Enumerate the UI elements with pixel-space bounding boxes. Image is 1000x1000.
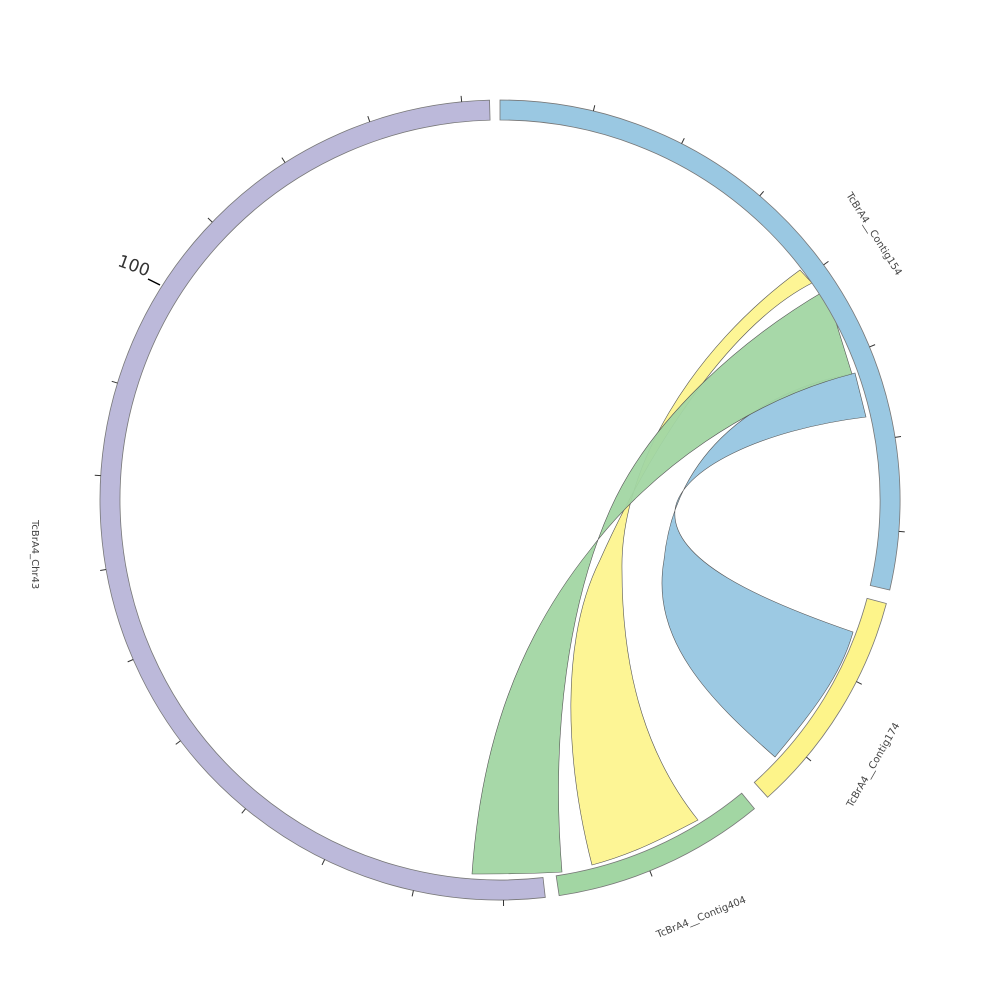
ideogram-ring	[99, 99, 901, 901]
tick-mark	[411, 890, 414, 897]
tick-mark	[111, 380, 118, 384]
tick-major-100	[147, 278, 161, 286]
segment-contig154[interactable]	[499, 99, 901, 591]
tick-mark	[281, 157, 286, 163]
link-contig154-contig174	[661, 372, 867, 758]
tick-mark	[681, 138, 685, 144]
label-contig174: TcBrA4__Contig174	[845, 721, 903, 810]
tick-mark	[894, 435, 902, 438]
tick-mark	[321, 859, 326, 866]
tick-mark	[367, 115, 371, 122]
tick-mark	[869, 344, 876, 348]
tick-mark	[127, 659, 134, 663]
tick-mark	[175, 740, 181, 745]
tick-mark	[460, 95, 463, 102]
tick-mark	[759, 190, 765, 197]
tick-marks	[94, 95, 905, 906]
tick-mark	[207, 217, 213, 223]
tick-mark	[823, 260, 829, 266]
tick-mark	[806, 756, 812, 762]
tick-mark	[592, 105, 596, 112]
label-contig154: TcBrA4__Contig154	[843, 190, 904, 278]
link-contig154-chr43	[471, 289, 853, 875]
links	[471, 269, 867, 875]
tick-label-100: 100	[115, 251, 152, 281]
tick-mark	[241, 808, 246, 814]
segment-contig174[interactable]	[753, 597, 887, 798]
tick-mark	[856, 681, 862, 685]
label-chr43: TcBrA4_Chr43	[29, 519, 40, 589]
tick-mark	[100, 568, 107, 571]
tick-mark	[649, 870, 653, 877]
segment-chr43[interactable]	[99, 99, 546, 901]
segment-contig404[interactable]	[555, 792, 755, 897]
label-contig404: TcBrA4__Contig404	[654, 895, 748, 941]
